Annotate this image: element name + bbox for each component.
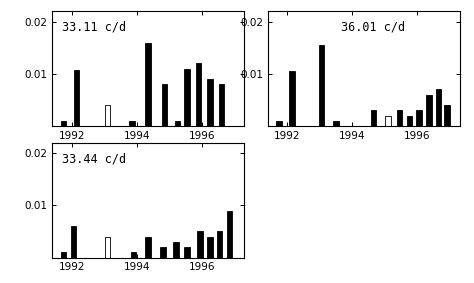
Bar <box>129 121 135 126</box>
Bar <box>160 247 165 258</box>
Bar <box>385 115 391 126</box>
Bar <box>444 105 449 126</box>
Bar <box>436 89 441 126</box>
Bar <box>174 121 180 126</box>
Bar <box>61 252 66 258</box>
Bar <box>173 242 179 258</box>
Bar <box>146 42 151 126</box>
Bar <box>207 79 213 126</box>
Bar <box>207 237 213 258</box>
Bar <box>74 70 79 126</box>
Bar <box>184 68 190 126</box>
Bar <box>371 110 376 126</box>
Bar <box>196 63 201 126</box>
Bar <box>131 252 136 258</box>
Bar <box>416 110 422 126</box>
Bar <box>162 84 167 126</box>
Text: 36.01 c/d: 36.01 c/d <box>341 20 405 33</box>
Bar <box>290 71 295 126</box>
Bar <box>407 115 412 126</box>
Bar <box>184 247 190 258</box>
Bar <box>197 231 203 258</box>
Bar <box>426 95 432 126</box>
Bar <box>105 105 110 126</box>
Bar <box>105 237 110 258</box>
Bar <box>397 110 402 126</box>
Bar <box>146 237 151 258</box>
Bar <box>71 226 76 258</box>
Text: 33.11 c/d: 33.11 c/d <box>62 20 126 33</box>
Bar <box>217 231 222 258</box>
Bar <box>276 121 282 126</box>
Bar <box>61 121 66 126</box>
Bar <box>219 84 224 126</box>
Bar <box>227 211 232 258</box>
Bar <box>333 121 339 126</box>
Text: 33.44 c/d: 33.44 c/d <box>62 152 126 165</box>
Bar <box>319 45 324 126</box>
